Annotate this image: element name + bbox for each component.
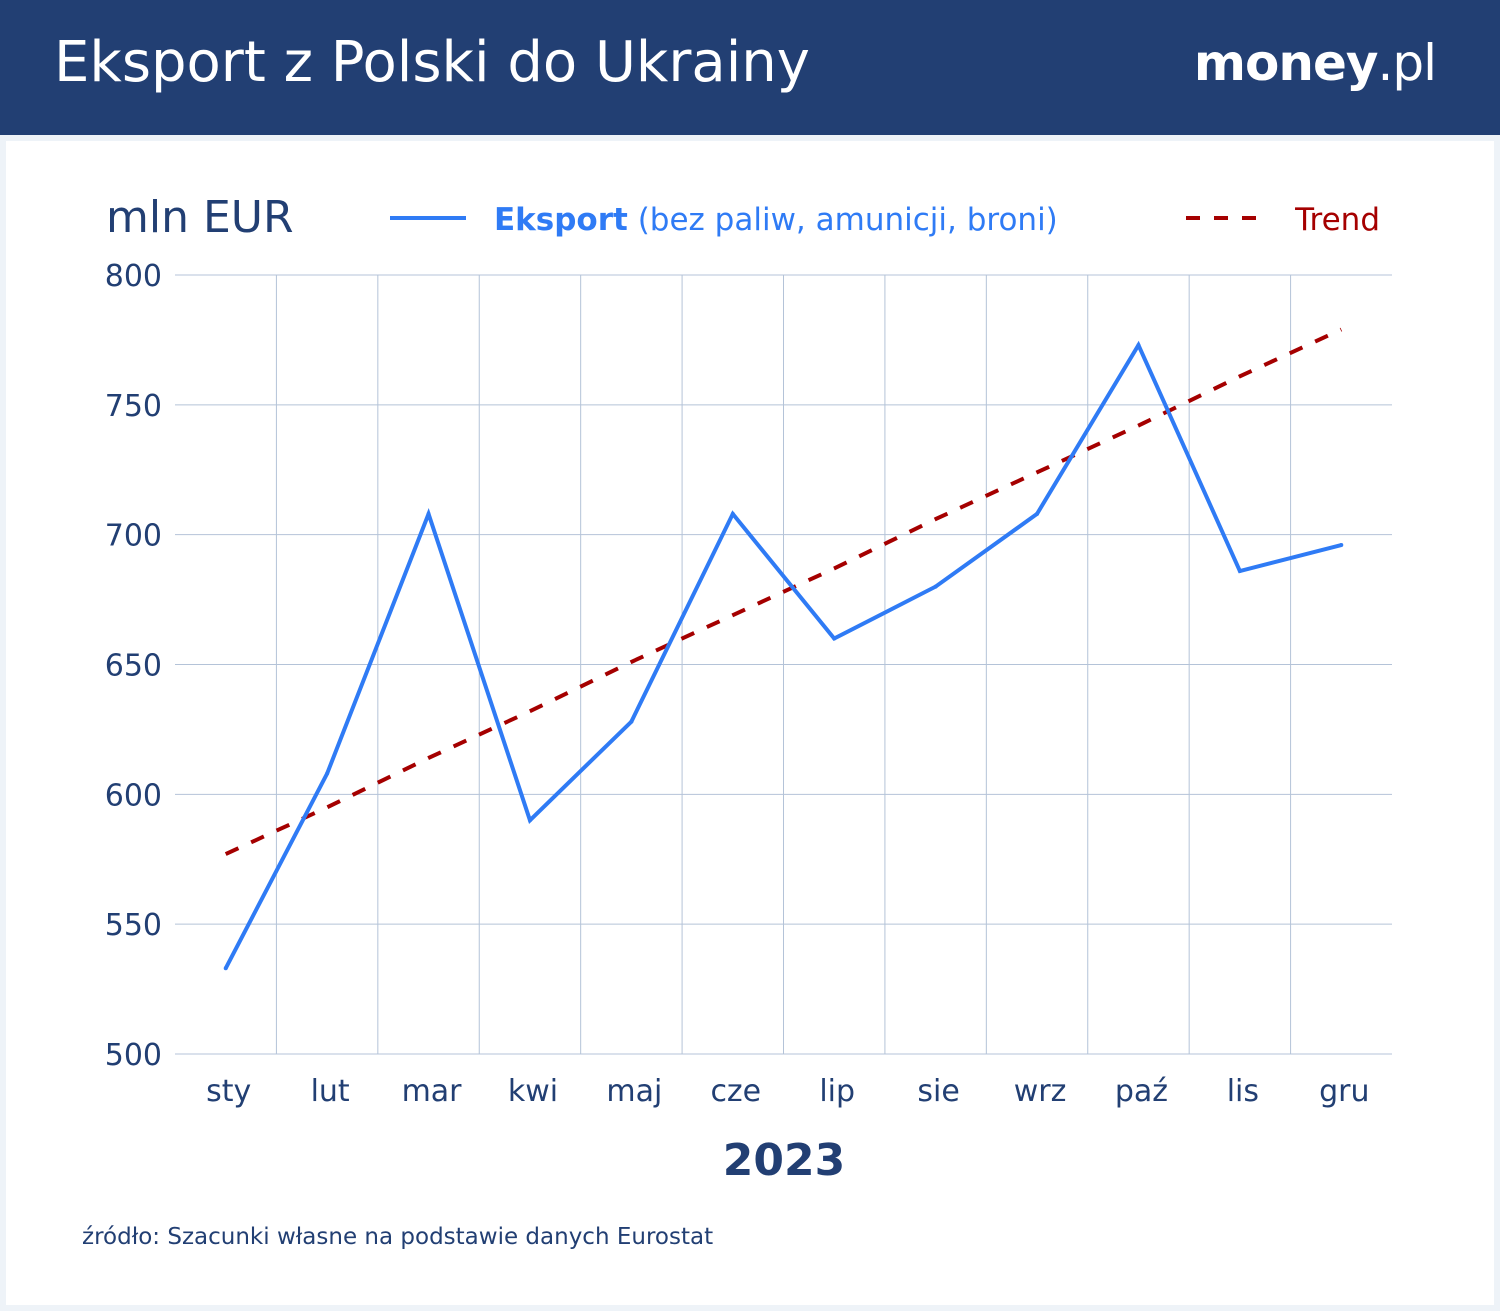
page-title: Eksport z Polski do Ukrainy: [54, 30, 810, 95]
x-tick-label: cze: [710, 1074, 761, 1109]
legend: Eksport (bez paliw, amunicji, broni) Tre…: [390, 202, 1380, 238]
source-note: źródło: Szacunki własne na podstawie dan…: [82, 1224, 714, 1250]
export-line: [223, 340, 1342, 970]
x-tick-label: lis: [1227, 1074, 1259, 1109]
legend-trend-label: Trend: [1294, 202, 1380, 238]
x-tick-label: lip: [819, 1074, 855, 1109]
export-point: [325, 771, 330, 776]
x-tick-label: sie: [917, 1074, 959, 1109]
labels: 500 550 600 650 700 750 800 sty lut mar kwi maj cze l…: [105, 259, 1370, 1109]
x-axis-label: 2023: [723, 1135, 845, 1186]
y-axis-label: mln EUR: [106, 192, 294, 243]
y-tick-label: 750: [105, 389, 162, 424]
export-point: [527, 818, 532, 823]
header-bar: Eksport z Polski do Ukrainy money.pl: [0, 0, 1500, 135]
export-point: [426, 511, 431, 516]
export-point: [1237, 569, 1242, 574]
x-tick-label: mar: [402, 1074, 463, 1109]
x-tick-label: sty: [206, 1074, 251, 1109]
legend-export-label: Eksport (bez paliw, amunicji, broni): [494, 202, 1058, 238]
x-tick-label: gru: [1319, 1074, 1369, 1109]
y-tick-label: 650: [105, 649, 162, 684]
logo: money.pl: [1193, 34, 1437, 92]
y-tick-label: 800: [105, 259, 162, 294]
x-tick-label: maj: [606, 1074, 662, 1109]
export-point: [1136, 343, 1141, 348]
x-tick-label: lut: [311, 1074, 350, 1109]
export-point: [832, 636, 837, 641]
chart-card: [6, 141, 1494, 1305]
x-tick-label: kwi: [508, 1074, 558, 1109]
x-tick-label: wrz: [1014, 1074, 1067, 1109]
export-point: [730, 511, 735, 516]
y-tick-label: 500: [105, 1038, 162, 1073]
x-tick-label: paź: [1115, 1074, 1168, 1109]
export-point: [223, 966, 228, 971]
y-tick-label: 700: [105, 519, 162, 554]
export-point: [933, 584, 938, 589]
grid: [175, 274, 1392, 1055]
export-point: [1035, 511, 1040, 516]
export-point: [629, 719, 634, 724]
y-tick-label: 550: [105, 908, 162, 943]
y-tick-label: 600: [105, 778, 162, 813]
trend-line: [224, 327, 1343, 856]
export-point: [1339, 543, 1344, 548]
series-layer: [223, 327, 1344, 971]
